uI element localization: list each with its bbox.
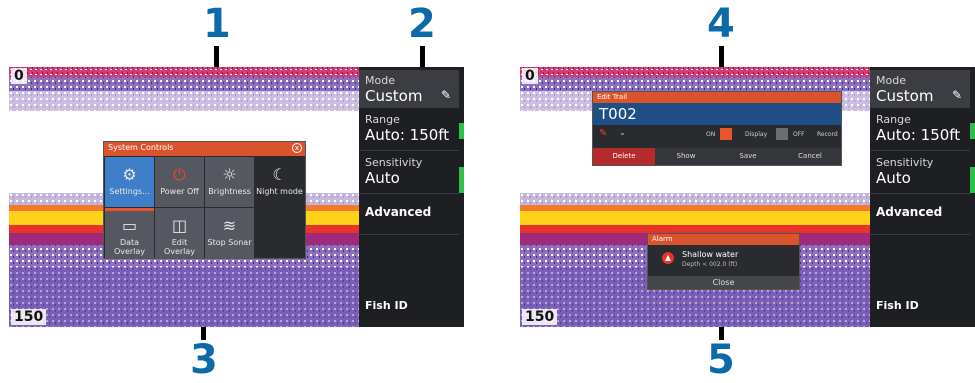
moon-icon: ☾: [272, 165, 287, 184]
edit-trail-buttons: Delete Show Save Cancel: [593, 148, 841, 165]
sensitivity-button[interactable]: Sensitivity Auto: [359, 152, 459, 194]
power-icon: ⏻: [173, 165, 186, 184]
advanced-button[interactable]: Advanced: [359, 195, 459, 235]
pencil-icon: ✎: [951, 88, 962, 102]
sensitivity-value: Auto: [365, 169, 400, 187]
alarm-header: Alarm: [648, 234, 799, 245]
fish-id-label: Fish ID: [365, 299, 408, 312]
power-off-tile[interactable]: ⏻ Power Off: [155, 157, 204, 207]
edit-overlay-icon: ◫: [171, 216, 188, 235]
show-button[interactable]: Show: [655, 148, 717, 165]
sonar-view-right[interactable]: 0 150 Edit Trail T002 ✎ ⌄ ON Display OFF…: [520, 67, 870, 327]
range-indicator: [459, 123, 464, 139]
night-mode-tile-label: Night mode: [256, 187, 303, 196]
range-label-right: Range: [876, 113, 911, 126]
sun-icon: ☼: [222, 165, 237, 184]
trail-name-field[interactable]: T002: [593, 103, 841, 125]
fish-id-label-right: Fish ID: [876, 299, 919, 312]
cancel-button[interactable]: Cancel: [779, 148, 841, 165]
callout-2-leader: [420, 46, 425, 76]
close-icon[interactable]: x: [292, 143, 302, 153]
advanced-label-right: Advanced: [876, 205, 943, 219]
chevron-down-icon[interactable]: ⌄: [619, 128, 626, 137]
sensitivity-indicator: [459, 167, 464, 193]
mode-value: Custom: [365, 87, 423, 105]
right-sonar-screen: 0 150 Edit Trail T002 ✎ ⌄ ON Display OFF…: [520, 67, 975, 327]
delete-button[interactable]: Delete: [593, 148, 655, 165]
display-label: Display: [745, 131, 768, 138]
brightness-tile-label: Brightness: [208, 187, 251, 196]
edit-trail-header: Edit Trail: [593, 92, 841, 103]
callout-1: 1: [203, 1, 231, 47]
advanced-button-right[interactable]: Advanced: [870, 195, 970, 235]
callout-5: 5: [707, 337, 735, 383]
edit-trail-dialog: Edit Trail T002 ✎ ⌄ ON Display OFF Recor…: [592, 91, 842, 166]
trail-options-row: ✎ ⌄ ON Display OFF Record: [593, 125, 841, 143]
data-overlay-tile-label: Data Overlay: [113, 238, 146, 256]
data-overlay-tile[interactable]: ▭ Data Overlay: [105, 208, 154, 258]
night-mode-tile[interactable]: ☾ Night mode: [255, 157, 304, 207]
save-button[interactable]: Save: [717, 148, 779, 165]
system-controls-title: System Controls: [108, 143, 174, 152]
sensitivity-label-right: Sensitivity: [876, 156, 934, 169]
range-value: Auto: 150ft: [365, 126, 450, 144]
settings-tile-label: Settings...: [109, 187, 150, 196]
range-value-right: Auto: 150ft: [876, 126, 961, 144]
advanced-label: Advanced: [365, 205, 432, 219]
edit-overlay-tile-label: Edit Overlay: [163, 238, 196, 256]
gear-icon: ⚙: [122, 165, 137, 184]
fish-id-button[interactable]: Fish ID: [359, 285, 459, 325]
range-indicator-right: [970, 123, 975, 139]
fish-id-button-right[interactable]: Fish ID: [870, 285, 970, 325]
mode-label-right: Mode: [876, 74, 906, 87]
system-controls-dialog: System Controls x ⚙ Settings... ⏻ Power …: [103, 141, 306, 259]
range-button-right[interactable]: Range Auto: 150ft: [870, 109, 970, 151]
depth-top-label-right: 0: [522, 68, 538, 84]
edit-overlay-tile[interactable]: ◫ Edit Overlay: [155, 208, 204, 258]
stop-sonar-tile-label: Stop Sonar: [207, 238, 252, 247]
range-label: Range: [365, 113, 400, 126]
display-toggle[interactable]: [720, 128, 732, 140]
sensitivity-button-right[interactable]: Sensitivity Auto: [870, 152, 970, 194]
callout-4: 4: [707, 1, 735, 47]
sonar-side-menu: Mode Custom ✎ Range Auto: 150ft Sensitiv…: [359, 67, 464, 327]
sensitivity-indicator-right: [970, 167, 975, 193]
alarm-bell-icon: ▲: [662, 252, 674, 264]
mode-button-right[interactable]: Mode Custom ✎: [870, 70, 970, 108]
stop-sonar-tile[interactable]: ≋ Stop Sonar: [205, 208, 254, 258]
alarm-message: Shallow water: [682, 250, 739, 259]
settings-tile[interactable]: ⚙ Settings...: [105, 157, 154, 207]
mode-button[interactable]: Mode Custom ✎: [359, 70, 459, 108]
alarm-dialog: Alarm ▲ Shallow water Depth < 002.0 (ft)…: [647, 233, 800, 290]
overlay-icon: ▭: [121, 216, 138, 235]
record-off-label: OFF: [793, 131, 805, 138]
sensitivity-value-right: Auto: [876, 169, 911, 187]
brightness-tile[interactable]: ☼ Brightness: [205, 157, 254, 207]
pencil-icon: ✎: [440, 88, 451, 102]
record-label: Record: [817, 131, 838, 138]
callout-3: 3: [190, 337, 218, 383]
power-off-tile-label: Power Off: [160, 187, 199, 196]
system-controls-header: System Controls x: [104, 142, 305, 156]
record-toggle[interactable]: [776, 128, 788, 140]
sonar-side-menu-right: Mode Custom ✎ Range Auto: 150ft Sensitiv…: [870, 67, 975, 327]
trail-color-icon[interactable]: ✎: [599, 128, 608, 139]
range-button[interactable]: Range Auto: 150ft: [359, 109, 459, 151]
depth-bottom-label-right: 150: [522, 309, 558, 325]
callout-2: 2: [408, 1, 436, 47]
depth-bottom-label: 150: [11, 309, 47, 325]
depth-top-label: 0: [11, 68, 27, 84]
mode-value-right: Custom: [876, 87, 934, 105]
mode-label: Mode: [365, 74, 395, 87]
sonar-icon: ≋: [222, 216, 237, 235]
display-on-label: ON: [706, 131, 716, 138]
alarm-detail: Depth < 002.0 (ft): [682, 261, 738, 268]
left-sonar-screen: 0 150 Mode Custom ✎ Range Auto: 150ft Se…: [9, 67, 464, 327]
alarm-close-button[interactable]: Close: [648, 276, 799, 289]
sensitivity-label: Sensitivity: [365, 156, 423, 169]
